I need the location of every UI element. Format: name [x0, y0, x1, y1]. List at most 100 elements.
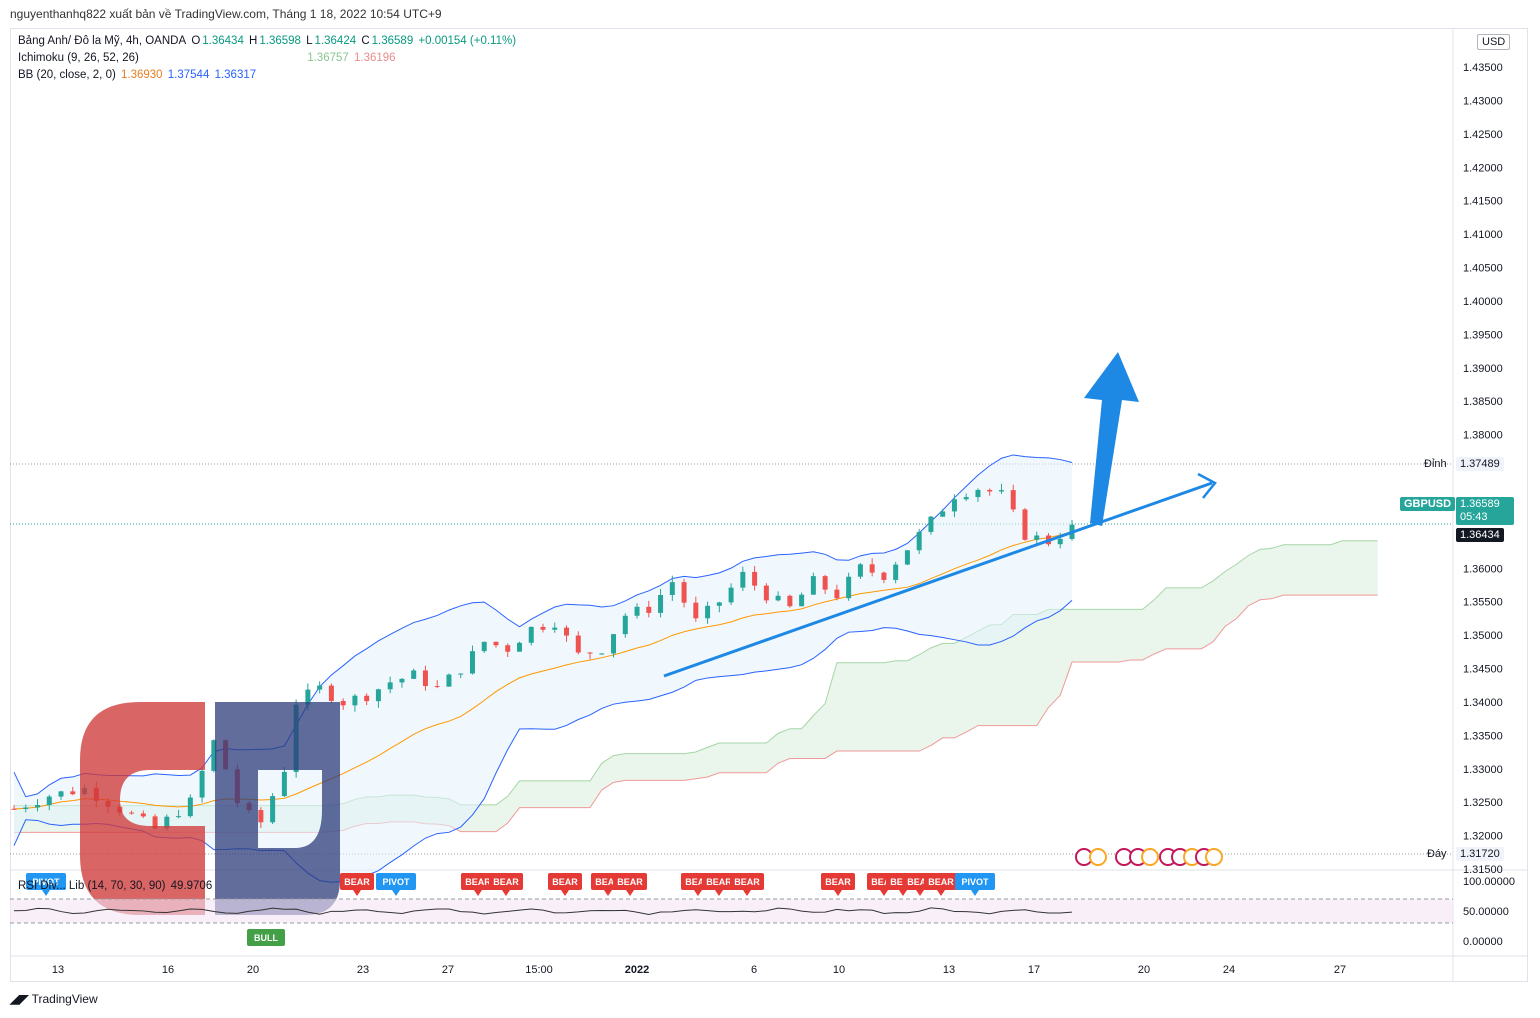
rsi-axis-50: 50.00000: [1463, 906, 1509, 918]
time-tick-label: 27: [442, 964, 454, 976]
marker-text: BEAR: [706, 877, 732, 887]
price-tick-label: 1.35500: [1463, 597, 1503, 609]
price-tick-label: 1.39500: [1463, 329, 1503, 341]
bb-lower-value: 1.36317: [214, 69, 257, 81]
event-flag-icon: [1205, 848, 1223, 866]
price-tick-label: 1.31500: [1463, 864, 1503, 876]
pivot-marker: PIVOT: [376, 873, 416, 896]
candle-body: [975, 489, 981, 498]
price-tick-label: 1.34500: [1463, 664, 1503, 676]
marker-box: [26, 873, 66, 890]
marker-text: BEAR: [871, 877, 897, 887]
bear-marker: BEAR: [702, 873, 736, 896]
time-tick-label: 2022: [625, 964, 649, 976]
symbol-title[interactable]: Bảng Anh/ Đô la Mỹ, 4h, OANDA: [18, 35, 187, 47]
price-tick-label: 1.33500: [1463, 730, 1503, 742]
candle-body: [199, 770, 205, 798]
marker-pointer: [561, 890, 569, 896]
candle-body: [458, 673, 464, 675]
pivot-marker: PIVOT: [26, 873, 66, 896]
marker-text: BEAR: [493, 877, 519, 887]
candle-body: [375, 689, 381, 702]
bb-legend[interactable]: BB (20, close, 2, 0) 1.36930 1.37544 1.3…: [18, 69, 258, 81]
marker-box: [924, 873, 958, 890]
marker-box: [821, 873, 855, 890]
candle-body: [399, 678, 405, 683]
tradingview-logo-icon: ◢◤: [10, 992, 29, 1006]
pivot-marker: PIVOT: [955, 873, 995, 896]
ichimoku-legend[interactable]: Ichimoku (9, 26, 52, 26) 1.36757 1.36196: [18, 52, 398, 64]
candle-body: [857, 564, 863, 577]
candles: [11, 483, 1075, 831]
rsi-legend[interactable]: RSI Div... Lib (14, 70, 30, 90) 49.9706: [18, 880, 214, 892]
candle-body: [140, 813, 146, 817]
candle-body: [822, 576, 828, 590]
logo-blue-shape: [215, 702, 340, 915]
economic-event-flags: [1075, 848, 1223, 866]
open-label: O: [191, 35, 201, 47]
candle-body: [46, 796, 52, 806]
candle-body: [528, 626, 534, 643]
candle-body: [493, 641, 499, 646]
chart-frame: [10, 28, 1528, 982]
candle-body: [387, 682, 393, 690]
candle-body: [928, 516, 934, 532]
up-arrow: [1084, 352, 1139, 526]
marker-pointer: [626, 890, 634, 896]
time-tick-label: 24: [1223, 964, 1235, 976]
current-price-box: 1.36589 05:43: [1456, 497, 1514, 525]
low-value: 1.36424: [314, 35, 357, 47]
marker-pointer: [604, 890, 612, 896]
bear-marker: BEAR: [821, 873, 855, 896]
top-price-label: Đỉnh: [1424, 458, 1447, 470]
candle-body: [211, 740, 217, 771]
marker-pointer: [899, 890, 907, 896]
footer-brand[interactable]: ◢◤ TradingView: [10, 992, 98, 1006]
bottom-price-value: 1.31720: [1456, 847, 1504, 861]
candle-body: [846, 576, 852, 599]
candle-body: [916, 531, 922, 551]
footer-brand-text: TradingView: [31, 992, 98, 1006]
candle-body: [270, 796, 276, 823]
marker-pointer: [971, 890, 979, 896]
rsi-axis-0: 0.00000: [1463, 936, 1503, 948]
change-value: +0.00154 (+0.11%): [418, 35, 517, 47]
candle-body: [869, 564, 875, 573]
candle-body: [740, 571, 746, 588]
marker-pointer: [937, 890, 945, 896]
candle-body: [1022, 509, 1028, 540]
marker-text: BEAR: [595, 877, 621, 887]
candle-body: [693, 602, 699, 619]
marker-text: BEAR: [344, 877, 370, 887]
close-value: 1.36589: [371, 35, 414, 47]
marker-pointer: [743, 890, 751, 896]
currency-button[interactable]: USD: [1477, 34, 1511, 50]
candle-body: [622, 615, 628, 635]
marker-box: [376, 873, 416, 890]
marker-box: [489, 873, 523, 890]
candle-body: [340, 700, 346, 706]
candle-body: [599, 653, 605, 655]
candle-body: [1010, 490, 1016, 510]
bear-marker: BEAR: [461, 873, 495, 896]
marker-pointer: [694, 890, 702, 896]
candle-body: [364, 695, 370, 702]
marker-box: [548, 873, 582, 890]
candle-body: [799, 594, 805, 607]
marker-text: BEAR: [734, 877, 760, 887]
price-tick-label: 1.35000: [1463, 630, 1503, 642]
candle-body: [728, 587, 734, 603]
trend-line: [663, 481, 1213, 678]
cloud-fill: [14, 540, 1378, 833]
price-tick-label: 1.39000: [1463, 363, 1503, 375]
symbol-badge[interactable]: GBPUSD: [1400, 497, 1456, 511]
top-price-value: 1.37489: [1456, 457, 1504, 471]
price-tick-label: 1.38000: [1463, 430, 1503, 442]
current-price-value: 1.36589: [1460, 498, 1500, 510]
candle-body: [881, 572, 887, 580]
candle-body: [634, 606, 640, 616]
marker-text: PIVOT: [32, 877, 60, 887]
bear-marker: BEAR: [730, 873, 764, 896]
candle-body: [505, 645, 511, 652]
